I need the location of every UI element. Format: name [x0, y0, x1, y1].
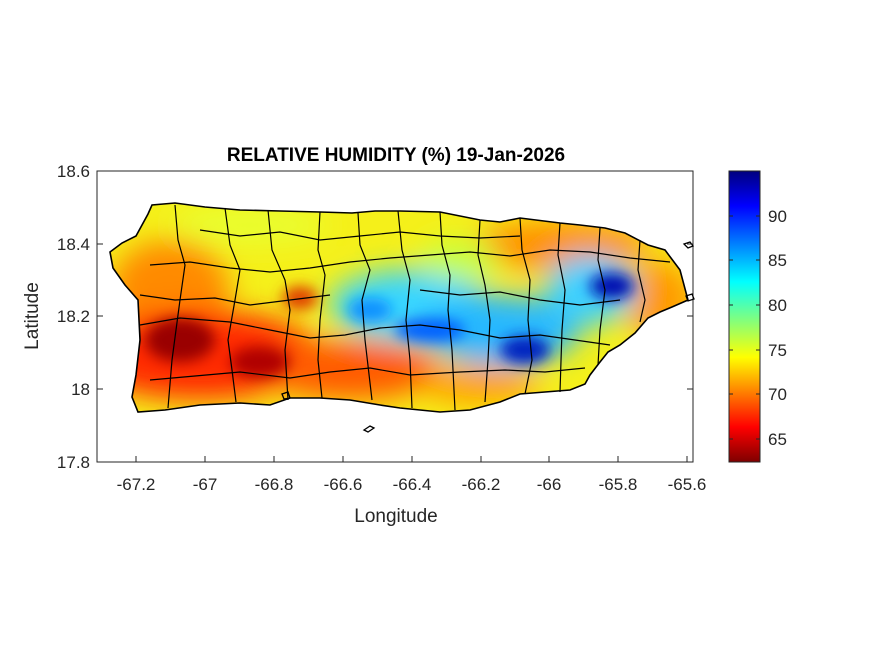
y-tick-label: 18.6	[57, 162, 90, 181]
x-tick-label: -66.2	[462, 475, 501, 494]
colorbar-tick-label: 90	[768, 207, 787, 226]
x-tick-label: -66.6	[324, 475, 363, 494]
x-axis-ticks	[135, 456, 688, 462]
y-tick-label: 18	[71, 380, 90, 399]
x-tick-label: -65.6	[668, 475, 707, 494]
x-tick-label: -66.8	[255, 475, 294, 494]
colorbar-tick-label: 70	[768, 385, 787, 404]
x-tick-label: -66	[537, 475, 562, 494]
x-tick-label: -67	[193, 475, 218, 494]
colorbar-gradient	[728, 170, 761, 463]
y-tick-label: 18.4	[57, 235, 90, 254]
x-tick-label: -65.8	[599, 475, 638, 494]
y-tick-label: 17.8	[57, 453, 90, 472]
offshore-islets	[281, 241, 695, 433]
y-axis-ticks	[97, 170, 693, 463]
colorbar: 90 85 80 75 70 65	[728, 170, 787, 463]
y-axis-label: Latitude	[22, 282, 43, 350]
chart-title: RELATIVE HUMIDITY (%) 19-Jan-2026	[227, 145, 565, 166]
municipality-boundaries	[139, 204, 671, 411]
x-axis-label: Longitude	[354, 506, 437, 527]
colorbar-tick-label: 75	[768, 341, 787, 360]
y-tick-labels: 18.6 18.4 18.2 18 17.8	[57, 162, 90, 472]
x-tick-label: -66.4	[393, 475, 432, 494]
colorbar-tick-label: 85	[768, 251, 787, 270]
humidity-field	[110, 203, 688, 412]
x-tick-labels: -67.2 -67 -66.8 -66.6 -66.4 -66.2 -66 -6…	[117, 475, 707, 494]
x-tick-label: -67.2	[117, 475, 156, 494]
colorbar-tick-label: 65	[768, 430, 787, 449]
y-tick-label: 18.2	[57, 307, 90, 326]
colorbar-tick-label: 80	[768, 296, 787, 315]
